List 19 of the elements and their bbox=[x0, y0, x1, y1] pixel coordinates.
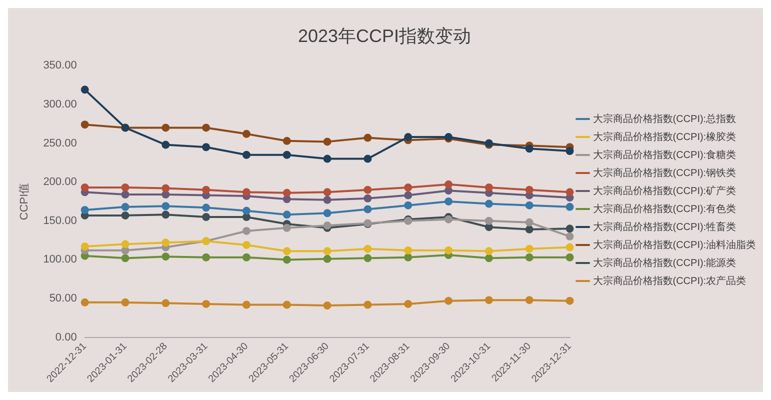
legend-label: 大宗商品价格指数(CCPI):总指数 bbox=[592, 112, 736, 125]
y-tick-label: 350.00 bbox=[43, 60, 77, 72]
legend-label: 大宗商品价格指数(CCPI):钢铁类 bbox=[592, 166, 736, 179]
y-tick-label: 50.00 bbox=[49, 292, 77, 305]
chart-title: 2023年CCPI指数变动 bbox=[298, 26, 472, 46]
y-tick-label: 250.00 bbox=[43, 137, 77, 150]
y-tick-label: 300.00 bbox=[43, 98, 77, 110]
y-tick-label: 150.00 bbox=[43, 214, 77, 227]
legend-label: 大宗商品价格指数(CCPI):有色类 bbox=[592, 202, 736, 215]
legend-label: 大宗商品价格指数(CCPI):牲畜类 bbox=[592, 220, 736, 233]
y-axis-title: CCPI值 bbox=[18, 182, 31, 220]
legend-label: 大宗商品价格指数(CCPI):农产品类 bbox=[592, 274, 746, 287]
legend-label: 大宗商品价格指数(CCPI):能源类 bbox=[592, 256, 736, 269]
y-tick-label: 0.00 bbox=[55, 331, 77, 344]
legend-label: 大宗商品价格指数(CCPI):食糖类 bbox=[592, 148, 736, 161]
legend-label: 大宗商品价格指数(CCPI):橡胶类 bbox=[592, 130, 736, 143]
legend-label: 大宗商品价格指数(CCPI):矿产类 bbox=[592, 184, 736, 197]
y-tick-label: 200.00 bbox=[43, 176, 77, 188]
y-tick-label: 100.00 bbox=[43, 254, 77, 266]
